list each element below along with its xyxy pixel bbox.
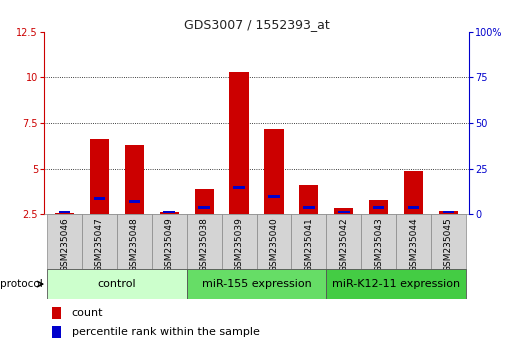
Bar <box>369 200 388 214</box>
Bar <box>94 197 105 200</box>
Text: GSM235043: GSM235043 <box>374 217 383 272</box>
Bar <box>194 189 214 214</box>
Text: miR-K12-11 expression: miR-K12-11 expression <box>332 279 460 289</box>
Bar <box>152 214 187 269</box>
Bar <box>160 212 179 214</box>
Bar <box>439 211 458 214</box>
Bar <box>47 269 187 299</box>
Text: percentile rank within the sample: percentile rank within the sample <box>72 327 260 337</box>
Bar <box>256 214 291 269</box>
Bar <box>326 269 466 299</box>
Bar <box>229 72 249 214</box>
Bar <box>233 186 245 189</box>
Bar <box>338 211 349 213</box>
Bar <box>291 214 326 269</box>
Bar <box>59 211 70 213</box>
Bar <box>222 214 256 269</box>
Text: GSM235047: GSM235047 <box>95 217 104 272</box>
Text: miR-155 expression: miR-155 expression <box>202 279 311 289</box>
Bar <box>90 139 109 214</box>
Bar <box>187 269 326 299</box>
Text: GSM235041: GSM235041 <box>304 217 313 272</box>
Text: GSM235045: GSM235045 <box>444 217 453 272</box>
Text: count: count <box>72 308 103 318</box>
Text: GSM235042: GSM235042 <box>339 217 348 272</box>
Bar <box>164 211 175 213</box>
Bar <box>117 214 152 269</box>
Bar <box>396 214 431 269</box>
Bar <box>264 130 284 214</box>
Text: GSM235046: GSM235046 <box>60 217 69 272</box>
Bar <box>129 200 140 203</box>
Bar <box>52 307 61 319</box>
Bar <box>268 195 280 198</box>
Title: GDS3007 / 1552393_at: GDS3007 / 1552393_at <box>184 18 329 31</box>
Bar <box>55 213 74 214</box>
Bar <box>303 206 314 209</box>
Bar <box>404 171 423 214</box>
Text: GSM235039: GSM235039 <box>234 217 244 272</box>
Text: GSM235048: GSM235048 <box>130 217 139 272</box>
Text: control: control <box>97 279 136 289</box>
Bar <box>431 214 466 269</box>
Text: GSM235038: GSM235038 <box>200 217 209 272</box>
Bar <box>82 214 117 269</box>
Bar <box>52 326 61 338</box>
Bar <box>199 206 210 209</box>
Bar <box>373 206 384 209</box>
Text: GSM235049: GSM235049 <box>165 217 174 272</box>
Text: GSM235044: GSM235044 <box>409 217 418 272</box>
Text: protocol: protocol <box>0 279 43 289</box>
Bar <box>326 214 361 269</box>
Bar <box>334 208 353 214</box>
Bar <box>443 211 454 213</box>
Bar <box>299 185 319 214</box>
Bar <box>47 214 82 269</box>
Bar <box>408 206 419 209</box>
Bar <box>125 145 144 214</box>
Bar <box>187 214 222 269</box>
Text: GSM235040: GSM235040 <box>269 217 279 272</box>
Bar <box>361 214 396 269</box>
